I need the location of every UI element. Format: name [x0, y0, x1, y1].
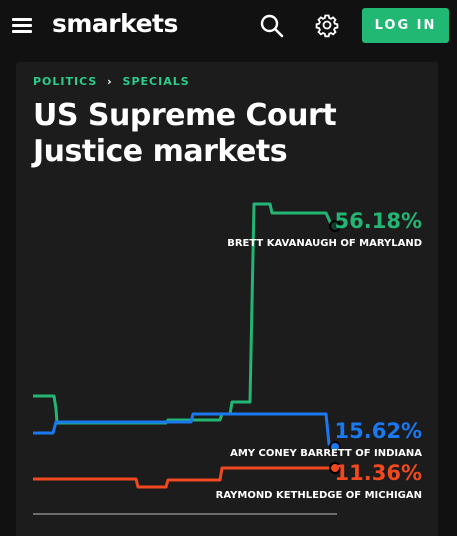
gear-icon[interactable] [314, 12, 340, 38]
page-title: US Supreme Court Justice markets [33, 98, 337, 169]
breadcrumb-politics[interactable]: POLITICS [33, 75, 98, 88]
point-kavanaugh-marker [329, 220, 341, 232]
breadcrumb-specials[interactable]: SPECIALS [122, 75, 190, 88]
menu-icon[interactable] [12, 16, 34, 34]
value-label-barrett: 15.62% [335, 419, 422, 443]
value-label-kavanaugh: 56.18% [335, 209, 422, 233]
series-name-barrett: AMY CONEY BARRETT OF INDIANA [230, 448, 422, 459]
value-label-kethledge: 11.36% [335, 461, 422, 485]
breadcrumb: POLITICS › SPECIALS [33, 75, 190, 88]
price-chart: 56.18% BRETT KAVANAUGH OF MARYLAND 15.62… [33, 202, 422, 515]
login-button[interactable]: LOG IN [362, 8, 449, 43]
market-card: POLITICS › SPECIALS US Supreme Court Jus… [16, 62, 438, 536]
series-name-kavanaugh: BRETT KAVANAUGH OF MARYLAND [227, 238, 422, 249]
point-barrett-marker [329, 441, 341, 453]
chevron-right-icon: › [107, 75, 113, 88]
series-name-kethledge: RAYMOND KETHLEDGE OF MICHIGAN [216, 490, 422, 501]
logo[interactable]: smarkets [52, 9, 178, 39]
series-line-barrett [33, 412, 336, 449]
top-bar: smarkets LOG IN [0, 0, 457, 52]
series-line-kethledge [33, 466, 335, 489]
point-kethledge-marker [329, 462, 341, 474]
logo-text: smarkets [52, 9, 178, 38]
series-line-kavanaugh [33, 202, 336, 425]
search-icon[interactable] [259, 13, 285, 39]
